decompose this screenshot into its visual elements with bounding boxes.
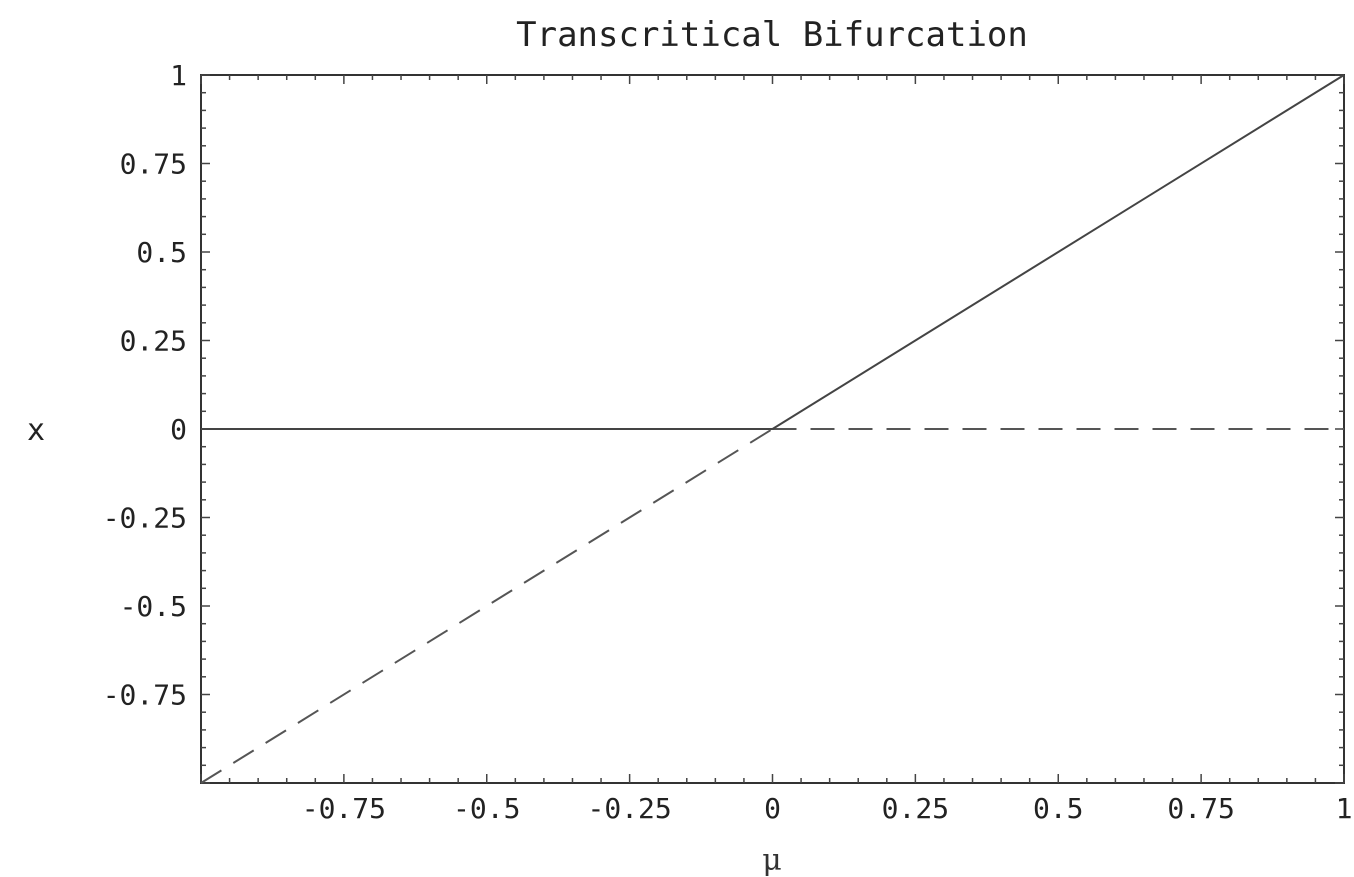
- y-tick-label: -0.25: [103, 502, 187, 535]
- chart-title: Transcritical Bifurcation: [516, 15, 1028, 55]
- x-tick-label: -0.5: [453, 792, 520, 825]
- y-tick-label: 1: [170, 59, 187, 92]
- x-tick-label: 0: [764, 792, 781, 825]
- y-tick-label: -0.75: [103, 679, 187, 712]
- x-tick-label: 0.5: [1033, 792, 1084, 825]
- series-line-dashed: [200, 428, 774, 784]
- x-tick-label: 1: [1336, 792, 1353, 825]
- y-tick-label: -0.5: [120, 590, 187, 623]
- x-tick-label: -0.25: [587, 792, 671, 825]
- y-axis-label: x: [27, 413, 45, 448]
- series-line-solid: [771, 74, 1345, 430]
- x-tick-label: 0.25: [882, 792, 949, 825]
- y-tick-label: 0: [170, 413, 187, 446]
- y-tick-label: 0.75: [120, 148, 187, 181]
- x-tick-label: -0.75: [302, 792, 386, 825]
- x-tick-label: 0.75: [1167, 792, 1234, 825]
- x-axis-label: μ: [762, 843, 782, 877]
- y-tick-label: 0.25: [120, 325, 187, 358]
- y-tick-label: 0.5: [136, 236, 187, 269]
